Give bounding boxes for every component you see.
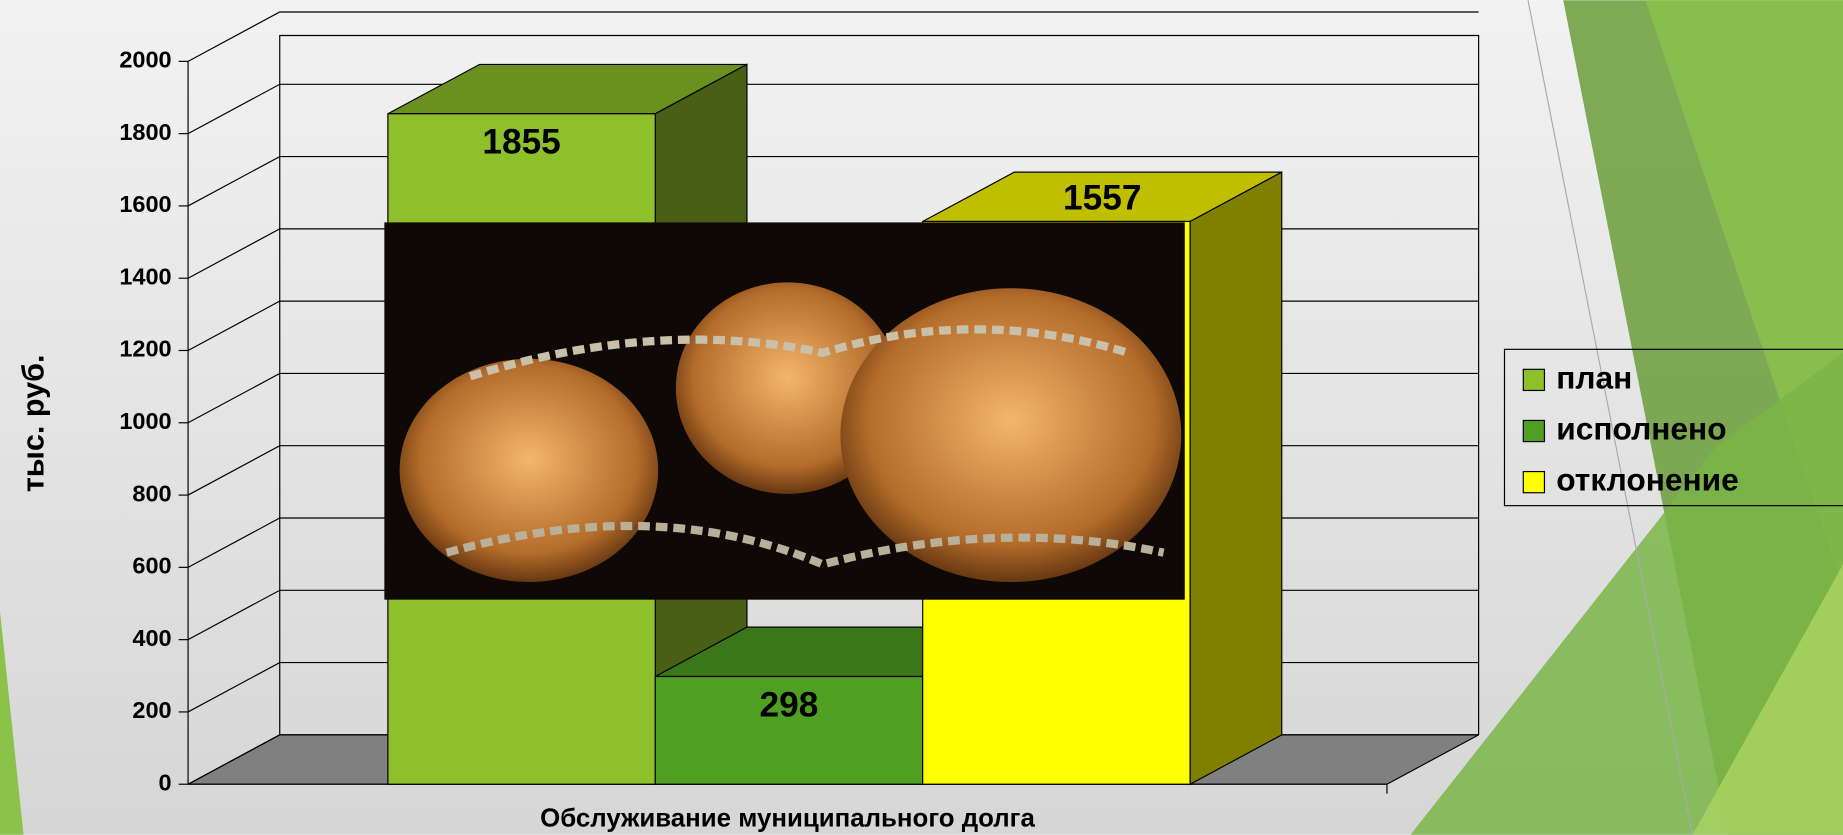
y-tick-label: 1200 (119, 336, 171, 362)
legend-swatch (1523, 369, 1544, 390)
y-tick-label: 1600 (119, 191, 171, 217)
data-label: 298 (760, 685, 819, 724)
legend-label: отклонение (1556, 462, 1739, 498)
bar-side (1190, 172, 1282, 784)
y-tick-label: 200 (132, 697, 171, 723)
data-label: 1855 (482, 123, 560, 162)
legend-swatch (1523, 420, 1544, 441)
page: 0 200 400 600 800 1000 1200 1400 1600 1800 2000 ты… (0, 0, 1843, 835)
y-tick-label: 1000 (119, 408, 171, 434)
chart: 0 200 400 600 800 1000 1200 1400 1600 1800 2000 ты… (0, 0, 1843, 835)
y-tick-label: 0 (159, 769, 172, 795)
y-tick-label: 1400 (119, 263, 171, 289)
data-label: 1557 (1063, 179, 1141, 218)
y-tick-label: 800 (132, 480, 171, 506)
y-tick-label: 2000 (119, 47, 171, 73)
x-tick-label: Обслуживание муниципального долга (540, 804, 1035, 832)
y-tick-label: 600 (132, 553, 171, 579)
photo (384, 222, 1184, 599)
y-axis-title: тыс. руб. (16, 355, 50, 493)
y-tick-label: 400 (132, 625, 171, 651)
legend-label: план (1556, 359, 1632, 395)
legend-label: исполнено (1556, 410, 1726, 446)
legend: план исполнено отклонение (1504, 349, 1843, 505)
legend-swatch (1523, 472, 1544, 493)
y-tick-label: 1800 (119, 119, 171, 145)
